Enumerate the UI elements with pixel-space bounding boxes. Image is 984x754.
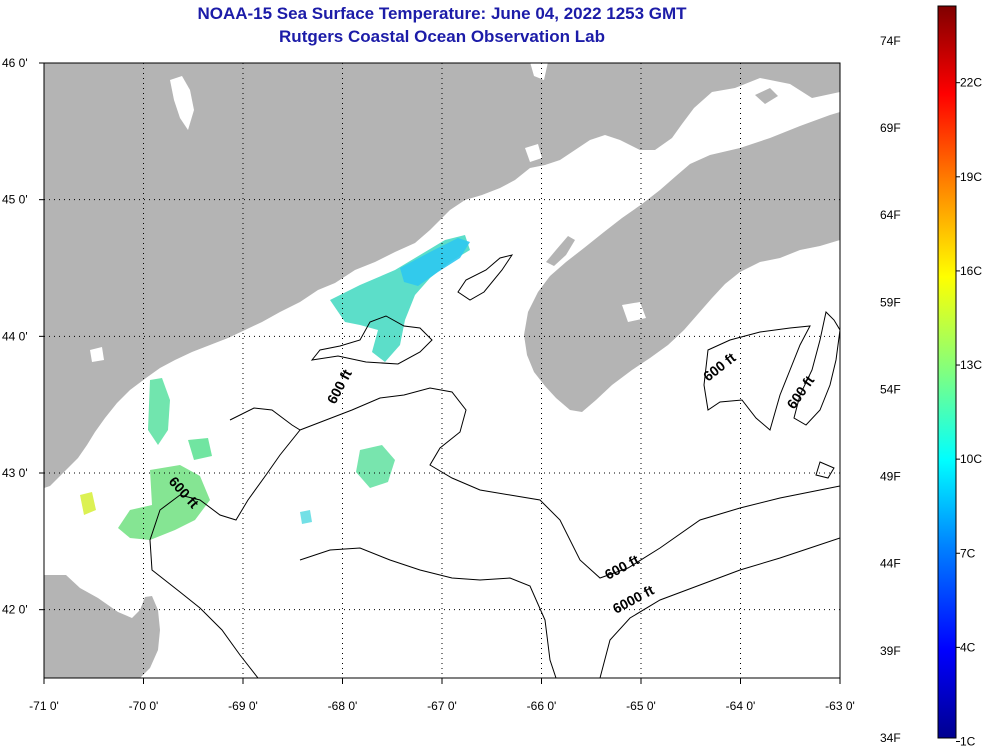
sst-patch [188, 438, 212, 460]
colorbar-f-label: 59F [880, 295, 901, 309]
sst-patch [300, 510, 312, 524]
lat-tick-label: 46 0' [2, 56, 28, 70]
colorbar-c-label: 16C [960, 264, 982, 278]
colorbar-f-label: 74F [880, 34, 901, 48]
land-cape-cod [44, 575, 160, 678]
colorbar [937, 5, 957, 739]
map-title: NOAA-15 Sea Surface Temperature: June 04… [197, 4, 687, 23]
sst-patch [400, 238, 470, 286]
sst-patch [118, 465, 210, 540]
lake [622, 302, 646, 322]
depth-contour-600ft [815, 461, 835, 479]
depth-contour-600ft [149, 407, 301, 678]
lon-tick-label: -69 0' [228, 699, 258, 713]
colorbar-f-label: 54F [880, 382, 901, 396]
colorbar-c-label: 10C [960, 452, 982, 466]
sst-patch [148, 378, 170, 445]
colorbar-c-label: 13C [960, 358, 982, 372]
depth-contour-600ft [299, 387, 840, 579]
depth-contour-600ft [703, 325, 811, 431]
land-nova-scotia [524, 112, 840, 412]
lat-tick-label: 44 0' [2, 329, 28, 343]
lat-tick-label: 43 0' [2, 466, 28, 480]
depth-contour-6000ft [599, 537, 840, 678]
lon-tick-label: -70 0' [129, 699, 159, 713]
colorbar-c-label: 19C [960, 170, 982, 184]
land-island [755, 88, 778, 104]
lake [170, 76, 194, 130]
sst-patch [356, 445, 395, 488]
land-mainland [44, 63, 840, 488]
lon-tick-label: -71 0' [29, 699, 59, 713]
lon-tick-label: -67 0' [427, 699, 457, 713]
depth-contour-600ft [310, 315, 433, 365]
depth-contour-600ft [457, 254, 514, 301]
colorbar-f-label: 34F [880, 731, 901, 745]
depth-contour-600ft [299, 547, 557, 678]
lake [530, 63, 548, 80]
lat-tick-label: 42 0' [2, 603, 28, 617]
lon-tick-label: -68 0' [328, 699, 358, 713]
lake [90, 347, 104, 362]
colorbar-c-label: 4C [960, 640, 976, 654]
lat-tick-label: 45 0' [2, 193, 28, 207]
colorbar-c-label: 1C [960, 734, 976, 748]
depth-contour-600ft [793, 310, 840, 426]
lon-tick-label: -66 0' [527, 699, 557, 713]
colorbar-c-label: 22C [960, 76, 982, 90]
land-island [546, 236, 575, 266]
lon-tick-label: -65 0' [626, 699, 656, 713]
colorbar-f-label: 69F [880, 121, 901, 135]
lon-tick-label: -64 0' [726, 699, 756, 713]
map-subtitle: Rutgers Coastal Ocean Observation Lab [279, 27, 605, 46]
sst-patch [80, 492, 96, 515]
colorbar-f-label: 49F [880, 470, 901, 484]
colorbar-f-label: 64F [880, 208, 901, 222]
colorbar-f-label: 39F [880, 644, 901, 658]
colorbar-c-label: 7C [960, 546, 976, 560]
lon-tick-label: -63 0' [825, 699, 855, 713]
colorbar-f-label: 44F [880, 557, 901, 571]
lake [525, 144, 542, 162]
